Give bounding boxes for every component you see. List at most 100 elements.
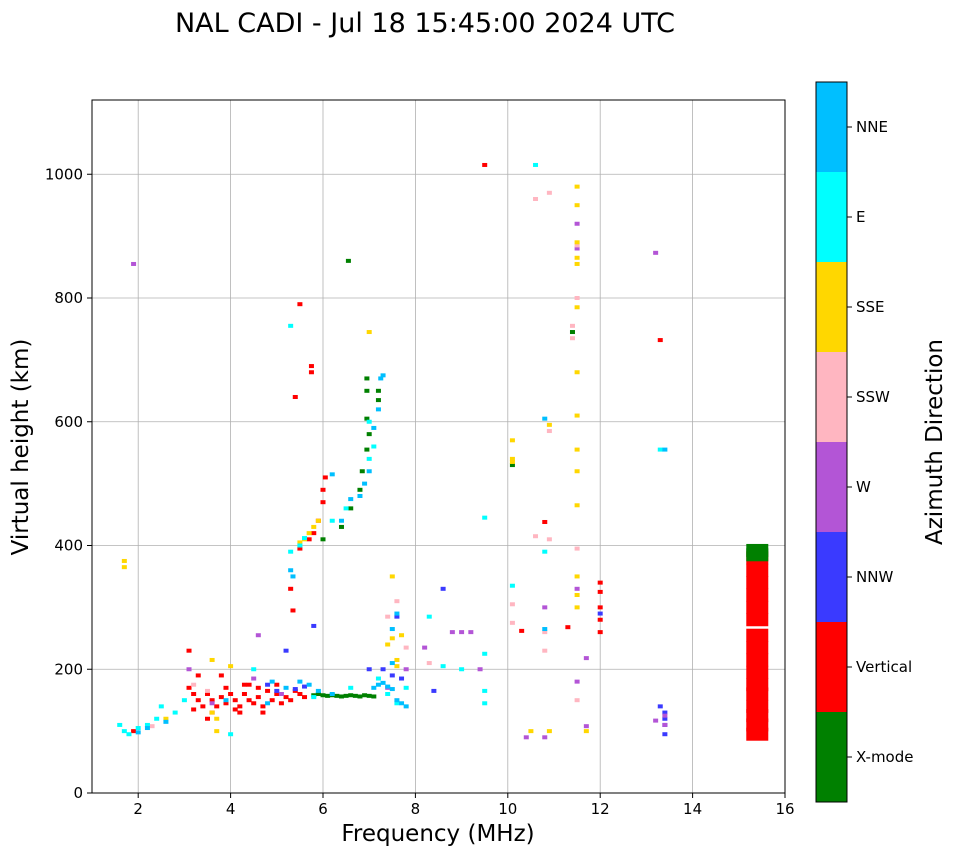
data-point-nne <box>348 497 354 502</box>
data-point-x-mode <box>334 693 340 698</box>
data-point-e <box>482 651 488 656</box>
data-point-e <box>394 701 400 706</box>
plot-frame <box>91 99 786 794</box>
data-point-nnw <box>440 586 446 591</box>
data-point-e <box>371 444 377 449</box>
plot-area: 2 4 6 8 10 12 14 16 0 200 400 600 800 1000 <box>45 99 795 818</box>
data-point-vertical <box>597 589 603 594</box>
data-point-vertical <box>209 698 215 703</box>
data-point-sse <box>306 531 312 536</box>
data-point-vertical <box>597 617 603 622</box>
data-point-x-mode-column <box>746 548 769 562</box>
data-point-nne <box>366 469 372 474</box>
data-point-vertical <box>260 710 266 715</box>
data-point-sse <box>528 729 534 734</box>
data-point-nne <box>329 472 335 477</box>
data-point-x-mode <box>359 469 365 474</box>
data-point-e <box>121 729 127 734</box>
data-point-w <box>542 735 548 740</box>
data-point-nne <box>380 373 386 378</box>
data-point-vertical <box>542 519 548 524</box>
colorbar-tick-label: Vertical <box>856 658 912 676</box>
data-point-vertical <box>241 682 247 687</box>
data-point-sse <box>389 636 395 641</box>
data-point-sse <box>385 642 391 647</box>
data-point-vertical <box>288 586 294 591</box>
data-point-vertical <box>205 692 210 696</box>
data-point-x-mode <box>364 376 370 381</box>
data-point-nnw <box>389 673 395 678</box>
data-point-x-mode <box>366 432 372 437</box>
colorbar-tick-label: NNW <box>856 568 893 586</box>
data-point-x-mode <box>375 388 381 393</box>
data-point-nne <box>380 680 386 685</box>
data-point-x-mode <box>375 398 381 403</box>
data-point-nnw <box>657 704 663 709</box>
data-point-vertical <box>228 692 234 696</box>
data-point-nnw <box>302 684 308 689</box>
data-point-sse <box>315 518 321 523</box>
data-point-nne <box>269 679 275 684</box>
data-point-sse <box>209 710 215 715</box>
data-point-w <box>662 722 668 727</box>
data-point-x-mode <box>338 694 344 699</box>
data-point-vertical <box>597 580 603 585</box>
grid <box>92 100 786 794</box>
data-point-x-mode <box>362 693 368 698</box>
data-point-sse <box>394 664 400 669</box>
y-tick-label: 0 <box>73 784 83 802</box>
data-point-sse <box>574 574 580 579</box>
data-point-nne <box>163 719 169 724</box>
data-point-e <box>311 695 317 700</box>
colorbar-tick-label: SSW <box>856 388 890 406</box>
data-point-nnw <box>662 732 668 737</box>
data-point-sse <box>546 729 552 734</box>
data-point-nne <box>144 726 150 731</box>
y-tick-label: 400 <box>54 537 83 555</box>
data-point-sse <box>399 633 405 638</box>
x-tick-label: 10 <box>498 800 517 818</box>
colorbar-segment-ssw <box>816 352 847 442</box>
data-point-vertical <box>278 701 284 706</box>
data-point-w <box>583 656 589 661</box>
data-point-x-mode <box>325 693 331 698</box>
data-point-w <box>278 692 284 696</box>
data-point-vertical <box>241 692 247 696</box>
data-point-vertical <box>657 338 663 343</box>
data-point-ssw <box>574 243 580 248</box>
data-point-nne <box>385 684 391 689</box>
data-point-vertical <box>195 698 201 703</box>
colorbar-tick-label: NNE <box>856 118 888 136</box>
colorbar-segment-nne <box>816 82 847 172</box>
data-point-sse <box>509 456 515 461</box>
data-point-nne <box>265 701 271 706</box>
data-point-sse <box>214 729 220 734</box>
colorbar-tick-label: SSE <box>856 298 885 316</box>
x-tick-label: 2 <box>133 800 143 818</box>
data-point-ssw <box>509 620 515 625</box>
data-point-nnw <box>399 676 405 681</box>
data-point-vertical <box>232 707 238 712</box>
data-point-ssw <box>574 546 580 551</box>
data-point-vertical-column <box>746 641 769 655</box>
data-point-vertical <box>265 688 271 693</box>
data-point-vertical-column <box>746 600 769 614</box>
y-tick-label: 1000 <box>45 165 83 183</box>
data-point-ssw <box>149 724 155 729</box>
data-point-vertical <box>200 704 206 709</box>
colorbar-tick-label: E <box>856 208 865 226</box>
data-point-sse <box>297 540 303 545</box>
data-point-x-mode <box>509 463 515 468</box>
data-point-x-mode <box>315 692 321 696</box>
data-point-w <box>574 586 580 591</box>
data-point-x-mode <box>364 447 370 452</box>
x-axis-label: Frequency (MHz) <box>341 821 534 847</box>
data-point-vertical <box>322 475 328 480</box>
data-point-vertical <box>223 701 229 706</box>
data-point-e <box>343 506 349 511</box>
data-point-sse <box>121 558 127 563</box>
x-tick-label: 4 <box>226 800 236 818</box>
data-point-vertical-column <box>746 563 769 577</box>
data-point-w <box>662 713 668 718</box>
data-point-x-mode <box>357 487 363 492</box>
